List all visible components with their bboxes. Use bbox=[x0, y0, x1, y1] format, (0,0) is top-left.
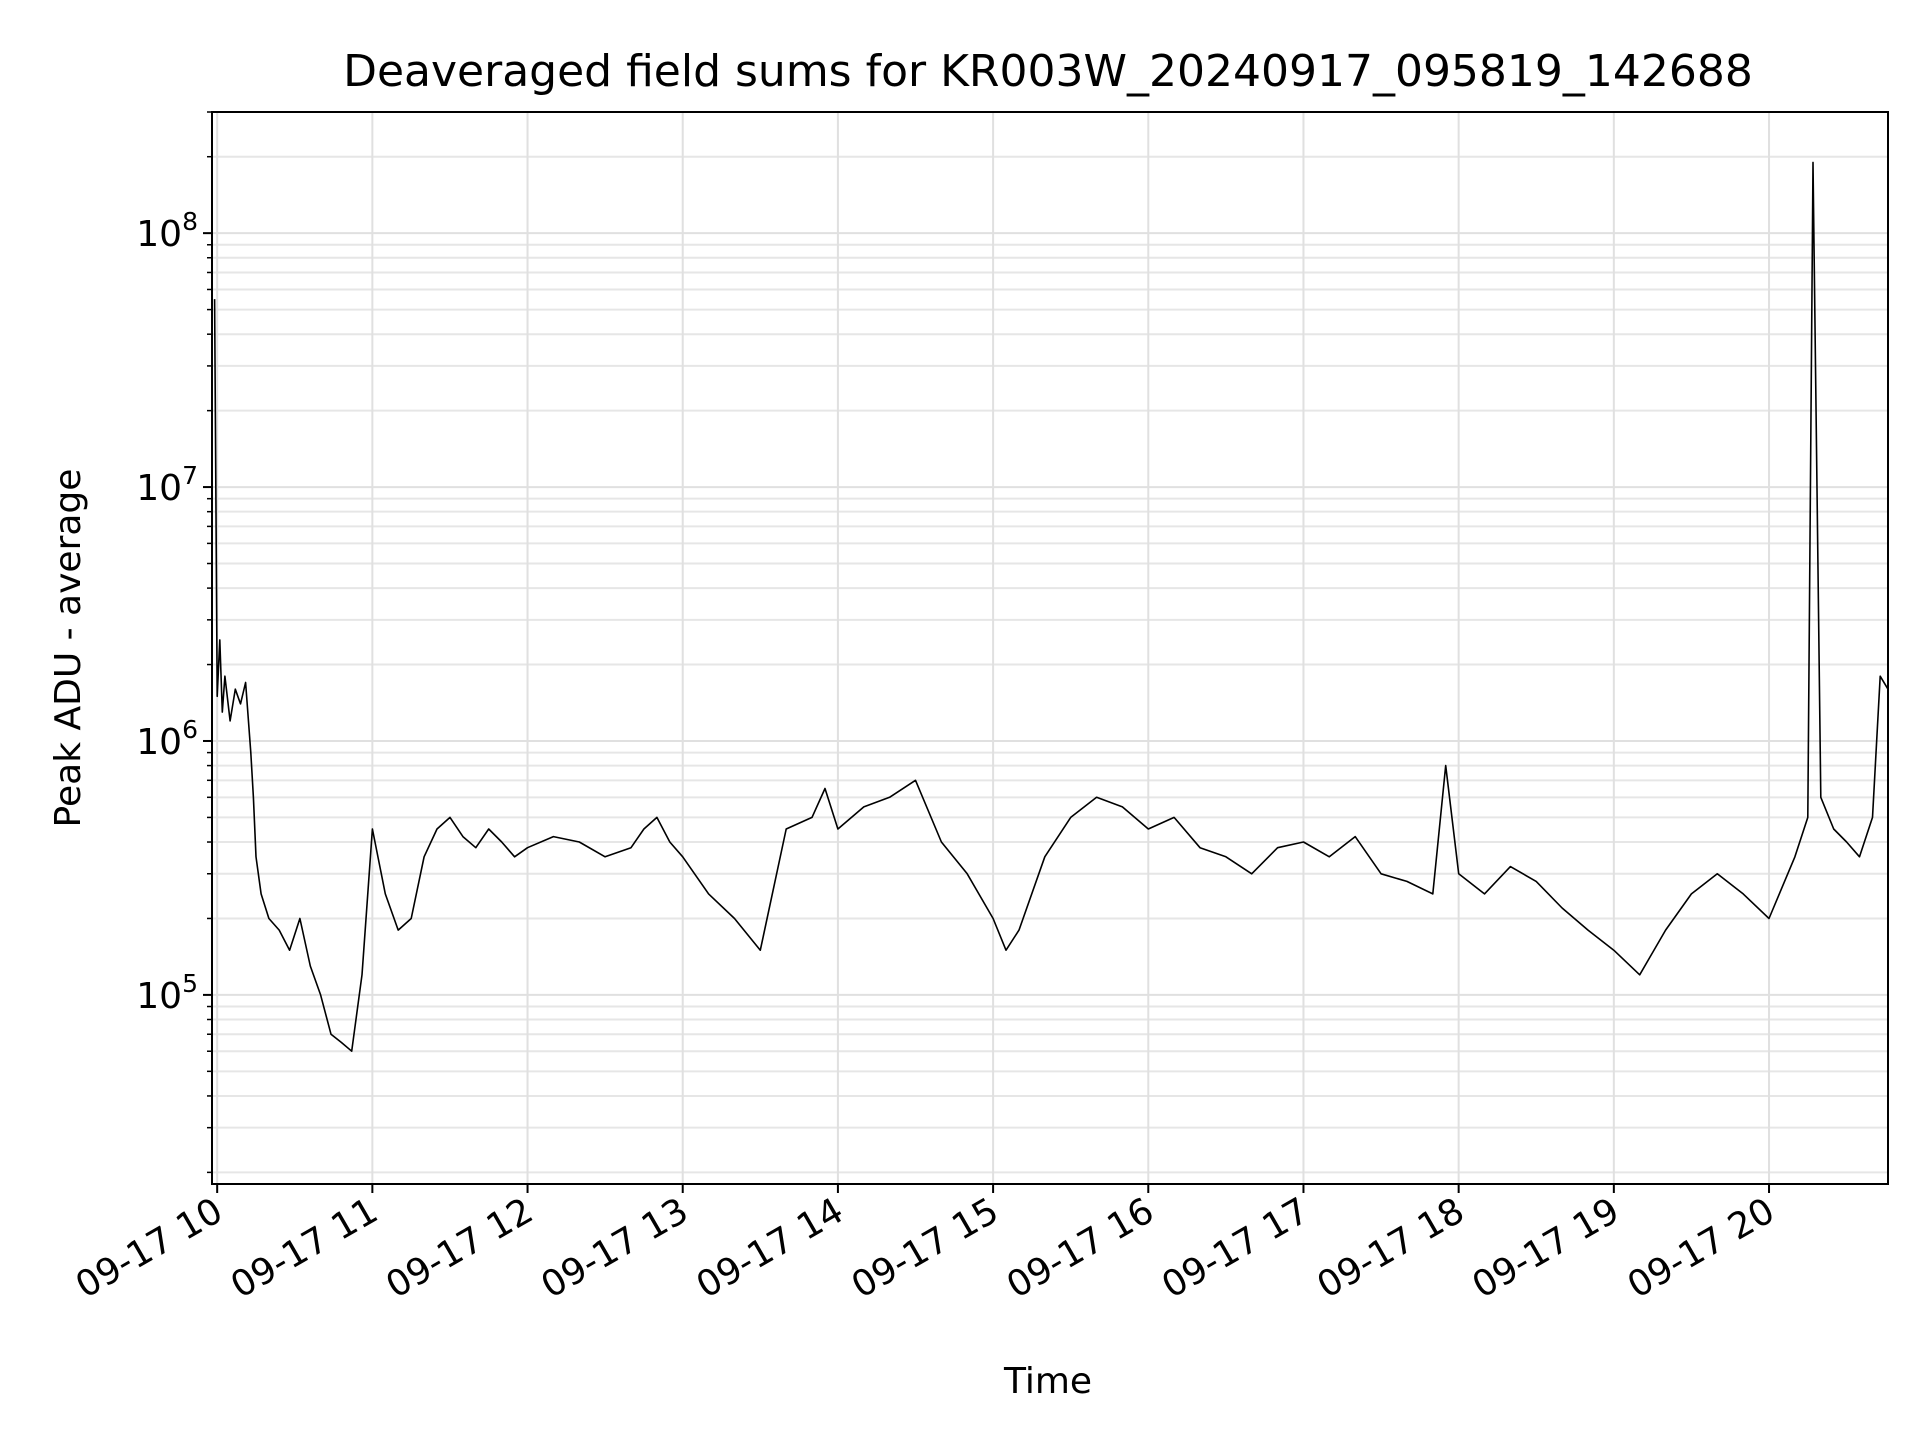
data-series bbox=[213, 161, 1889, 1052]
y-tick-label: 108 bbox=[136, 207, 198, 255]
y-axis-label: Peak ADU - average bbox=[48, 469, 89, 828]
x-axis-label: Time bbox=[1003, 1361, 1092, 1402]
minor-gridlines bbox=[212, 111, 1888, 1174]
y-axis-ticks: 105 106 107 108 bbox=[136, 111, 212, 1174]
chart-title: Deaveraged field sums for KR003W_2024091… bbox=[343, 46, 1753, 97]
series-line bbox=[213, 161, 1889, 1052]
y-tick-label: 105 bbox=[136, 969, 198, 1017]
y-tick-label: 107 bbox=[136, 461, 198, 509]
major-gridlines bbox=[212, 112, 1888, 1184]
y-tick-label: 106 bbox=[136, 715, 198, 763]
plot-frame bbox=[211, 111, 1889, 1185]
